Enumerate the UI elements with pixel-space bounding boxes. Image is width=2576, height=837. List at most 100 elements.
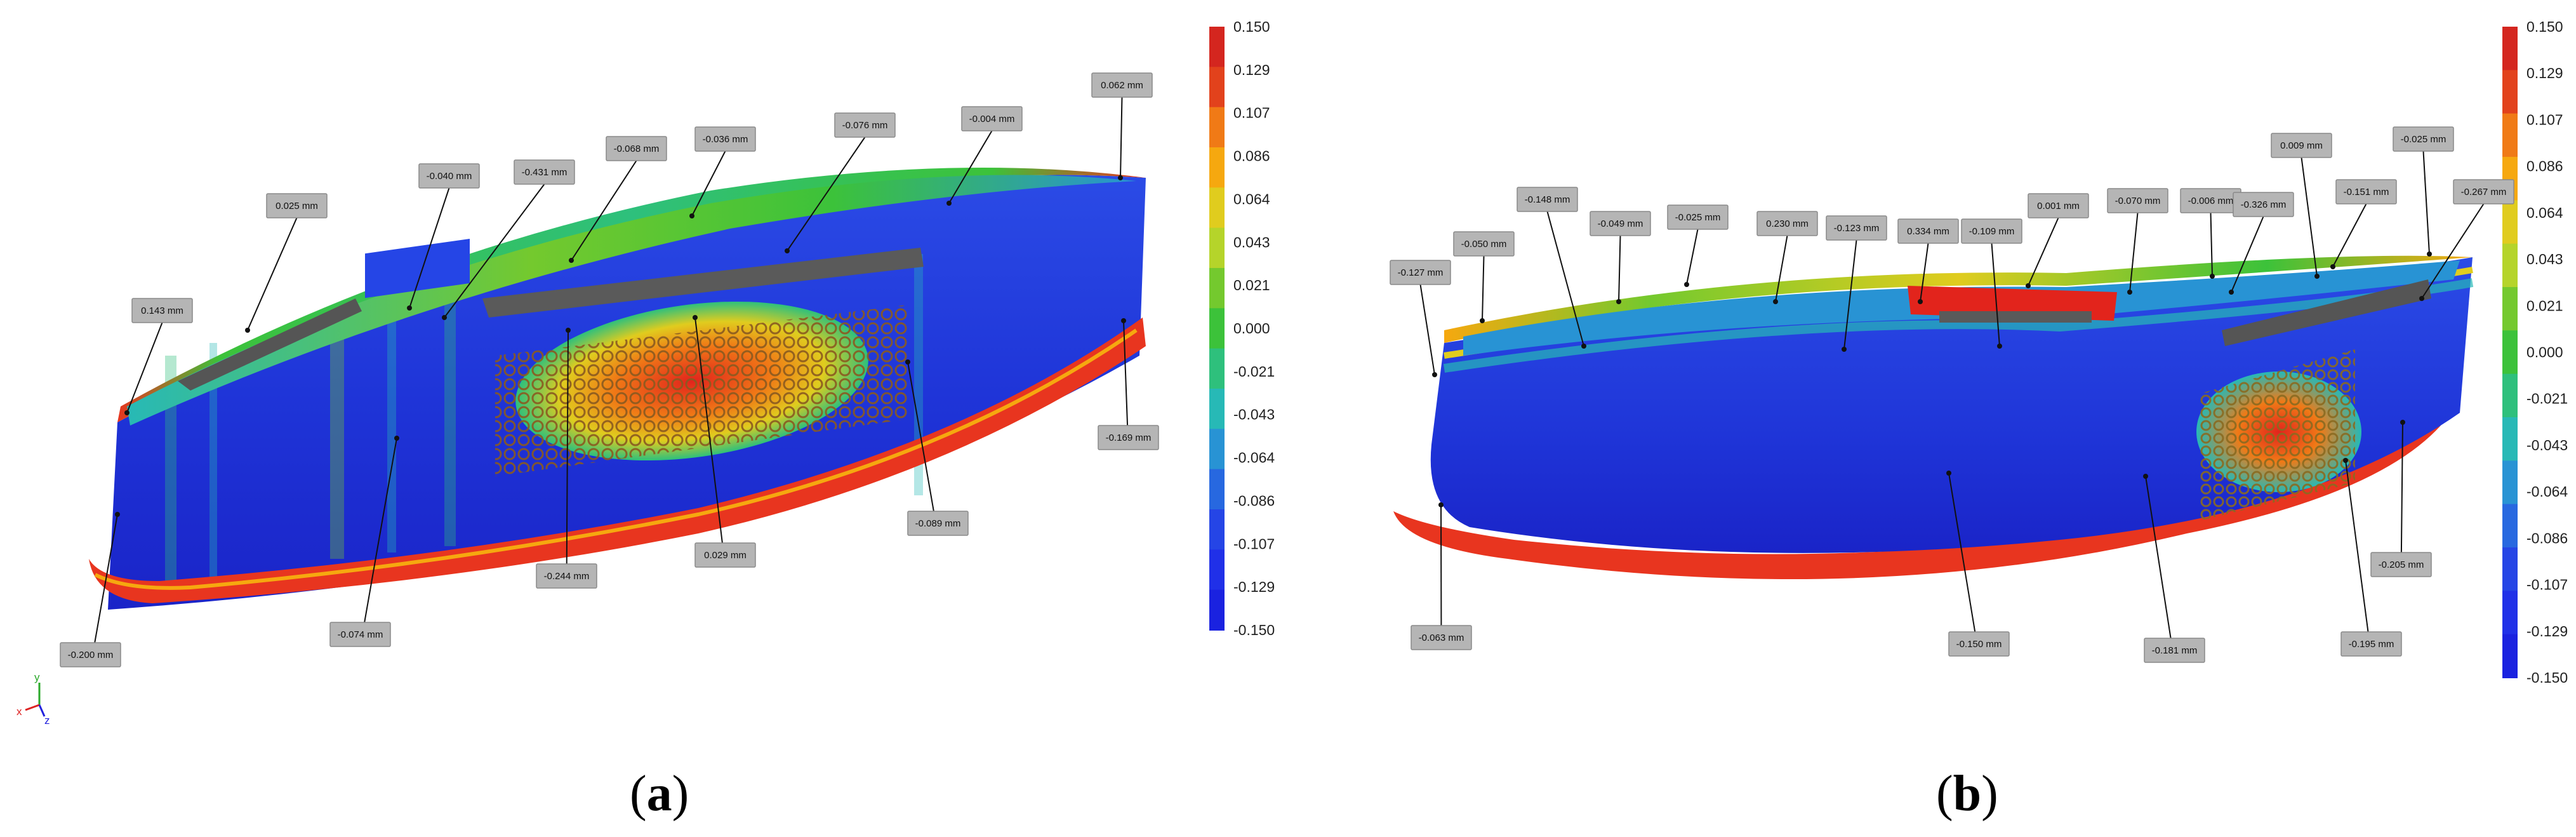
- colorbar-swatch: [2502, 504, 2518, 548]
- annotation-value: -0.148 mm: [1525, 194, 1570, 205]
- colorbar-tick-label: 0.021: [2526, 297, 2563, 314]
- annotation-value: 0.009 mm: [2280, 140, 2323, 151]
- deviation-annotation: -0.068 mm: [569, 136, 667, 263]
- colorbar-tick-label: -0.064: [1233, 450, 1275, 466]
- colorbar-tick-label: 0.000: [2526, 344, 2563, 361]
- colorbar-tick-label: 0.086: [1233, 148, 1270, 164]
- deviation-panel-b: 0.150 0.129 0.107 0.086 0.064 0.043 0.021 0.000…: [1298, 0, 2576, 737]
- colorbar-swatch: [2502, 330, 2518, 375]
- annotation-value: -0.244 mm: [544, 571, 590, 582]
- colorbar-swatch: [1209, 549, 1225, 591]
- colorbar-swatch: [2502, 547, 2518, 592]
- colorbar-swatch: [1209, 469, 1225, 510]
- annotation-value: 0.230 mm: [1766, 218, 1809, 229]
- annotation-value: -0.150 mm: [1956, 639, 2002, 650]
- slot-right: [2222, 279, 2431, 346]
- colorbar-tick-label: 0.064: [2526, 204, 2563, 221]
- annotation-value: -0.326 mm: [2241, 199, 2287, 210]
- annotation-value: -0.123 mm: [1834, 223, 1880, 234]
- colorbar-tick-label: -0.086: [1233, 492, 1275, 509]
- deviation-annotation: -0.151 mm: [2330, 179, 2397, 269]
- deviation-annotation: -0.036 mm: [689, 126, 756, 218]
- colorbar-tick-label: -0.107: [1233, 535, 1275, 552]
- colorbar-swatch: [1209, 268, 1225, 309]
- colorbar-tick-label: 0.043: [2526, 251, 2563, 267]
- colorbar-tick-label: 0.086: [2526, 158, 2563, 175]
- colorbar-swatch: [1209, 227, 1225, 269]
- colorbar-swatch: [1209, 429, 1225, 470]
- slot-center: [482, 248, 924, 318]
- annotation-value: 0.334 mm: [1907, 226, 1949, 237]
- deviation-annotation: -0.063 mm: [1411, 502, 1472, 650]
- colorbar-swatch: [2502, 27, 2518, 71]
- annotation-value: -0.109 mm: [1969, 226, 2015, 237]
- deviation-annotation: -0.205 mm: [2370, 420, 2432, 577]
- deviation-annotation: -0.195 mm: [2340, 458, 2402, 657]
- colorbar-tick-label: -0.129: [1233, 579, 1275, 595]
- annotation-value: -0.267 mm: [2461, 187, 2507, 198]
- colorbar-tick-label: 0.150: [1233, 18, 1270, 35]
- deviation-annotation: -0.040 mm: [407, 163, 480, 311]
- annotation-value: 0.029 mm: [704, 550, 747, 561]
- annotation-value: -0.181 mm: [2152, 645, 2198, 656]
- deviation-annotation: 0.062 mm: [1091, 72, 1153, 180]
- annotation-value: 0.143 mm: [141, 305, 183, 316]
- colorbar-swatch: [2502, 417, 2518, 462]
- annotation-layer-a: 0.025 mm -0.040 mm -0.431 mm -0.068 mm -0.03…: [60, 72, 1159, 667]
- axis-z-label: z: [44, 714, 50, 727]
- colorbar-tick-label: 0.107: [2526, 111, 2563, 128]
- colorbar-tick-label: -0.064: [2526, 483, 2568, 500]
- colorbar-swatch: [1209, 27, 1225, 68]
- annotation-value: 0.001 mm: [2037, 201, 2080, 211]
- colorbar-swatch: [2502, 287, 2518, 331]
- deviation-annotation: -0.431 mm: [442, 159, 575, 320]
- colorbar-swatch: [1209, 67, 1225, 108]
- colorbar-swatch: [1209, 147, 1225, 189]
- colorbar-swatch: [1209, 308, 1225, 349]
- colorbar-swatch: [1209, 107, 1225, 148]
- deviation-annotation: -0.244 mm: [536, 328, 597, 589]
- axis-x-label: x: [17, 706, 22, 718]
- annotation-value: 0.062 mm: [1101, 80, 1143, 91]
- annotation-value: -0.169 mm: [1106, 432, 1152, 443]
- slot-left: [178, 298, 362, 391]
- colorbar-swatch: [2502, 634, 2518, 678]
- deviation-annotation: 0.025 mm: [245, 193, 328, 333]
- deviation-annotation: 0.029 mm: [693, 315, 756, 568]
- annotation-value: -0.089 mm: [915, 518, 961, 529]
- axis-triad: y x z: [17, 671, 50, 727]
- colorbar-a: 0.150 0.129 0.107 0.086 0.064 0.043 0.021 0.000…: [1209, 18, 1275, 638]
- colorbar-tick-label: -0.043: [2526, 437, 2568, 453]
- annotation-layer-b: -0.127 mm -0.050 mm -0.148 mm -0.049 mm -0.0…: [1390, 126, 2514, 663]
- colorbar-tick-label: 0.000: [1233, 320, 1270, 337]
- colorbar-tick-label: -0.021: [1233, 363, 1275, 380]
- deviation-panel-a: 0.150 0.129 0.107 0.086 0.064 0.043 0.021 0.000…: [0, 0, 1289, 737]
- colorbar-swatch: [1209, 589, 1225, 631]
- deviation-annotation: 0.001 mm: [2026, 193, 2089, 288]
- colorbar-swatch: [2502, 70, 2518, 114]
- annotation-value: -0.076 mm: [842, 120, 888, 131]
- deviation-annotation: -0.025 mm: [1667, 204, 1729, 287]
- deviation-annotation: -0.169 mm: [1098, 318, 1159, 450]
- colorbar-swatch: [2502, 591, 2518, 635]
- deviation-annotation: -0.123 mm: [1826, 215, 1887, 352]
- deviation-annotation: -0.200 mm: [60, 512, 121, 667]
- hull-deviation-scene-b: 0.150 0.129 0.107 0.086 0.064 0.043 0.021 0.000…: [1390, 18, 2568, 686]
- colorbar-swatch: [2502, 243, 2518, 288]
- deviation-annotation: -0.181 mm: [2143, 474, 2205, 663]
- annotation-value: -0.004 mm: [969, 114, 1015, 124]
- annotation-value: 0.025 mm: [276, 201, 318, 211]
- hull-deviation-scene-a: 0.150 0.129 0.107 0.086 0.064 0.043 0.021 0.000…: [17, 18, 1275, 727]
- colorbar-tick-label: 0.150: [2526, 18, 2563, 35]
- colorbar-tick-label: 0.043: [1233, 234, 1270, 250]
- deviation-annotation: -0.267 mm: [2419, 179, 2514, 301]
- caption-a: (a): [630, 766, 689, 822]
- colorbar-b: 0.150 0.129 0.107 0.086 0.064 0.043 0.021 0.000…: [2502, 18, 2568, 686]
- annotation-value: -0.151 mm: [2344, 187, 2389, 198]
- colorbar-tick-label: -0.129: [2526, 623, 2568, 639]
- colorbar-tick-label: -0.150: [1233, 622, 1275, 638]
- annotation-value: -0.195 mm: [2349, 639, 2394, 650]
- deviation-annotation: -0.074 mm: [329, 436, 399, 647]
- deviation-annotation: -0.089 mm: [905, 359, 969, 536]
- deviation-annotation: 0.143 mm: [124, 298, 193, 415]
